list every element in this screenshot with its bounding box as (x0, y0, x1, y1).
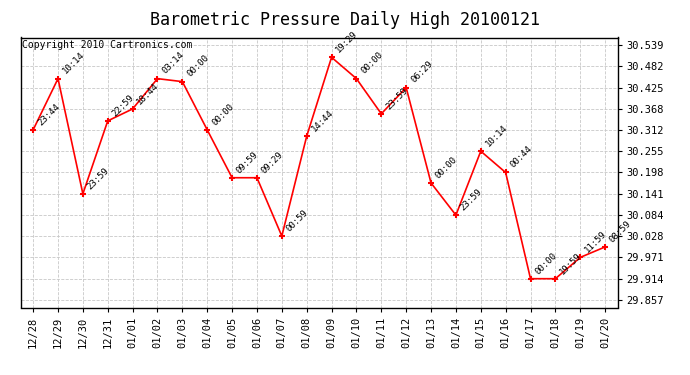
Text: 23:59: 23:59 (384, 86, 409, 111)
Text: 14:44: 14:44 (310, 108, 335, 134)
Text: 00:00: 00:00 (359, 51, 384, 76)
Text: 19:59: 19:59 (558, 251, 584, 276)
Text: 00:44: 00:44 (509, 144, 534, 170)
Text: 00:59: 00:59 (284, 208, 310, 233)
Text: 18:44: 18:44 (135, 81, 161, 106)
Text: 00:00: 00:00 (434, 155, 459, 180)
Text: 00:00: 00:00 (533, 251, 559, 276)
Text: 23:44: 23:44 (36, 102, 61, 127)
Text: 19:29: 19:29 (335, 29, 359, 54)
Text: Copyright 2010 Cartronics.com: Copyright 2010 Cartronics.com (22, 40, 193, 50)
Text: 22:59: 22:59 (110, 93, 136, 118)
Text: 10:14: 10:14 (484, 123, 509, 148)
Text: 00:00: 00:00 (210, 102, 235, 127)
Text: 00:00: 00:00 (185, 54, 210, 79)
Text: 09:29: 09:29 (259, 150, 285, 175)
Text: 09:59: 09:59 (235, 150, 260, 175)
Text: Barometric Pressure Daily High 20100121: Barometric Pressure Daily High 20100121 (150, 11, 540, 29)
Text: 10:14: 10:14 (61, 51, 86, 76)
Text: 11:59: 11:59 (583, 229, 609, 255)
Text: 03:14: 03:14 (160, 51, 186, 76)
Text: 08:59: 08:59 (608, 219, 633, 244)
Text: 23:59: 23:59 (459, 187, 484, 212)
Text: 23:59: 23:59 (86, 166, 111, 191)
Text: 06:29: 06:29 (409, 60, 434, 85)
